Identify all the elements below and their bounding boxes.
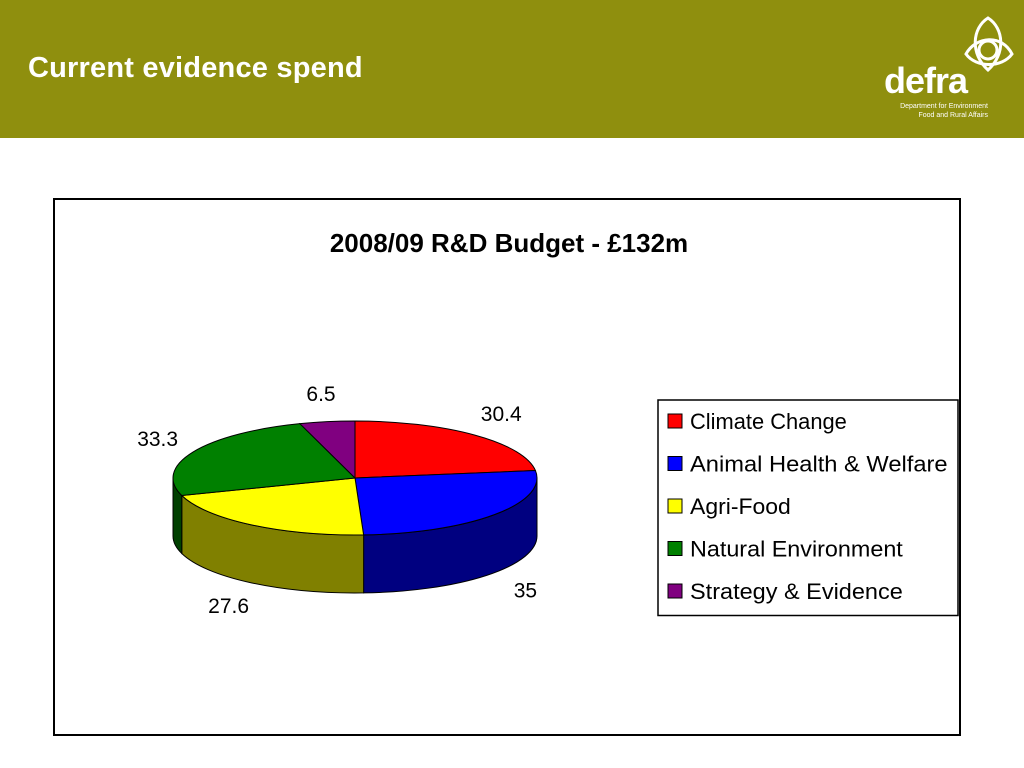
pie-slice-agri-food: [180, 477, 365, 536]
legend-label-climate-change: Climate Change: [690, 409, 847, 434]
data-label-agri-food: 27.6: [208, 595, 249, 618]
logo-subtitle: Department for Environment Food and Rura…: [886, 102, 988, 120]
data-labels: 30.4 35 27.6 33.3 6.5: [137, 383, 537, 618]
data-label-natural-environment: 33.3: [137, 428, 178, 451]
defra-logo: defra Department for Environment Food an…: [884, 14, 1014, 124]
legend-swatch-strategy-and-evidence: [667, 583, 683, 599]
logo-subtitle-line2: Food and Rural Affairs: [918, 112, 988, 119]
logo-wordmark: defra: [884, 60, 968, 101]
legend-swatch-animal-health-and-welfare: [667, 456, 683, 471]
pie-chart: 2008/09 R&D Budget - £132m 30.4 35 27.6 33.…: [137, 228, 959, 618]
legend-swatch-natural-environment: [667, 541, 683, 556]
data-label-strategy-and-evidence: 6.5: [306, 383, 335, 406]
legend: Climate Change Animal Health & Welfare Agr…: [657, 399, 959, 617]
legend-box: [657, 399, 959, 617]
celtic-knot-icon: [964, 16, 1014, 73]
legend-label-agri-food: Agri-Food: [690, 494, 791, 519]
pie-slice-climate-change: [354, 420, 537, 479]
legend-label-strategy-and-evidence: Strategy & Evidence: [690, 579, 903, 604]
chart-title: 2008/09 R&D Budget - £132m: [330, 228, 688, 258]
logo-subtitle-line1: Department for Environment: [900, 103, 988, 110]
slide-title: Current evidence spend: [28, 52, 363, 84]
pie-group: [172, 420, 538, 594]
legend-label-natural-environment: Natural Environment: [690, 537, 903, 562]
legend-swatch-agri-food: [667, 498, 683, 514]
data-label-animal-health-and-welfare: 35: [514, 579, 537, 602]
chart-frame: 2008/09 R&D Budget - £132m 30.4 35 27.6 33.…: [53, 198, 961, 736]
data-label-climate-change: 30.4: [481, 403, 522, 426]
pie-slice-strategy-and-evidence: [298, 420, 356, 480]
slide-header: Current evidence spend defra Department …: [0, 0, 1024, 138]
pie-slice-natural-environment: [172, 423, 357, 497]
legend-swatch-climate-change: [667, 413, 683, 429]
pie-slice-animal-health-and-welfare: [354, 469, 538, 536]
legend-label-animal-health-and-welfare: Animal Health & Welfare: [690, 452, 948, 477]
